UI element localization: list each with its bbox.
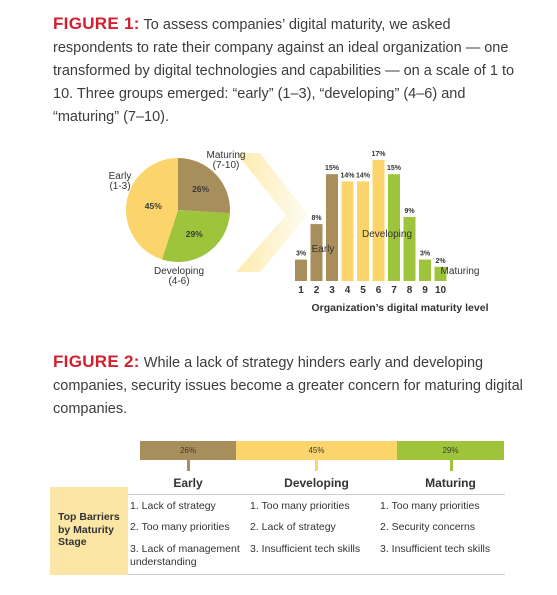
x-tick-label-5: 5: [360, 285, 366, 296]
x-axis-label: Organization’s digital maturity level: [312, 302, 489, 314]
stage-bar-maturing: 29%: [397, 441, 504, 460]
table-bottom-rule: [128, 574, 505, 575]
barrier-developing-1: 1. Too many priorities: [250, 500, 350, 512]
stage-heading-developing: Developing: [284, 476, 349, 490]
funnel-arrow: [236, 153, 308, 272]
stage-bar-early: 26%: [140, 441, 236, 460]
bar-value-label-7: 15%: [387, 165, 402, 172]
pie-label-developing-name: Developing: [154, 266, 204, 277]
bar-level-8: [403, 216, 416, 281]
pie-label-early-name: Early: [109, 171, 132, 182]
table-top-rule: [128, 494, 505, 495]
figure2-label: FIGURE 2:: [53, 352, 140, 371]
x-tick-label-2: 2: [314, 285, 320, 296]
bar-value-label-9: 3%: [420, 251, 431, 258]
barrier-maturing-1: 1. Too many priorities: [380, 500, 480, 512]
barrier-early-2: 2. Too many priorities: [130, 521, 230, 533]
bar-value-label-8: 9%: [404, 208, 415, 215]
stage-heading-maturing: Maturing: [425, 476, 476, 490]
pie-label-maturing-range: (7-10): [213, 160, 240, 171]
bar-level-9: [419, 259, 431, 281]
pie-slice-maturing: [161, 210, 230, 262]
barrier-early-3-text: 3. Lack of management understanding: [130, 543, 240, 568]
pie-value-label-maturing: 29%: [186, 229, 203, 239]
pie-slice-early: [178, 158, 231, 214]
pie-slice-developing: [126, 158, 178, 260]
group-label-developing: Developing: [362, 229, 412, 240]
bar-level-3: [326, 174, 338, 281]
x-tick-label-3: 3: [329, 285, 335, 296]
x-tick-label-4: 4: [345, 285, 351, 296]
stage-share-developing: 45%: [308, 446, 325, 455]
x-tick-label-8: 8: [407, 285, 413, 296]
pie-label-early-range: (1-3): [109, 181, 130, 192]
bar-value-label-3: 15%: [325, 165, 340, 172]
bar-value-label-2: 8%: [311, 215, 322, 222]
barrier-early-1: 1. Lack of strategy: [130, 500, 216, 512]
figure2-text: While a lack of strategy hinders early a…: [53, 355, 523, 417]
figure1-label: FIGURE 1:: [53, 14, 140, 33]
stage-share-early: 26%: [179, 446, 196, 455]
barrier-maturing-3: 3. Insufficient tech skills: [380, 543, 491, 555]
tick-maturing: [450, 460, 453, 471]
figure2-caption: FIGURE 2: While a lack of strategy hinde…: [53, 350, 523, 421]
barrier-early-3: 3. Lack of management understanding: [130, 543, 242, 569]
x-tick-label-6: 6: [376, 285, 382, 296]
tick-developing: [315, 460, 318, 471]
stage-bar-developing: 45%: [236, 441, 397, 460]
bar-level-4: [341, 181, 354, 281]
bar-level-1: [295, 259, 307, 281]
pie-value-label-developing: 45%: [145, 201, 162, 211]
pie-label-maturing-name: Maturing: [207, 150, 246, 161]
bar-level-10: [434, 266, 447, 281]
bar-value-label-4: 14%: [340, 172, 355, 179]
top-barriers-header: Top Barriers by Maturity Stage: [50, 487, 128, 575]
barrier-developing-2: 2. Lack of strategy: [250, 521, 336, 533]
bar-level-5: [357, 181, 369, 281]
x-tick-label-7: 7: [391, 285, 397, 296]
figure1-caption: FIGURE 1: To assess companies’ digital m…: [53, 12, 523, 129]
group-label-maturing: Maturing: [441, 266, 480, 277]
pie-label-developing-range: (4-6): [168, 276, 189, 287]
bar-value-label-5: 14%: [356, 172, 371, 179]
bar-value-label-6: 17%: [371, 151, 386, 158]
barrier-developing-3: 3. Insufficient tech skills: [250, 543, 361, 555]
x-tick-label-1: 1: [298, 285, 304, 296]
group-label-early: Early: [312, 244, 335, 255]
barrier-maturing-2: 2. Security concerns: [380, 521, 476, 533]
bar-value-label-1: 3%: [296, 251, 307, 258]
figure1-text: To assess companies’ digital maturity, w…: [53, 17, 515, 125]
x-tick-label-10: 10: [435, 285, 447, 296]
stage-share-maturing: 29%: [442, 446, 459, 455]
bar-value-label-10: 2%: [435, 258, 446, 265]
bar-level-2: [310, 224, 323, 281]
tick-early: [187, 460, 190, 471]
bar-level-7: [388, 174, 400, 281]
stage-heading-early: Early: [173, 476, 203, 490]
bar-level-6: [372, 160, 385, 281]
x-tick-label-9: 9: [422, 285, 428, 296]
pie-value-label-early: 26%: [192, 184, 209, 194]
